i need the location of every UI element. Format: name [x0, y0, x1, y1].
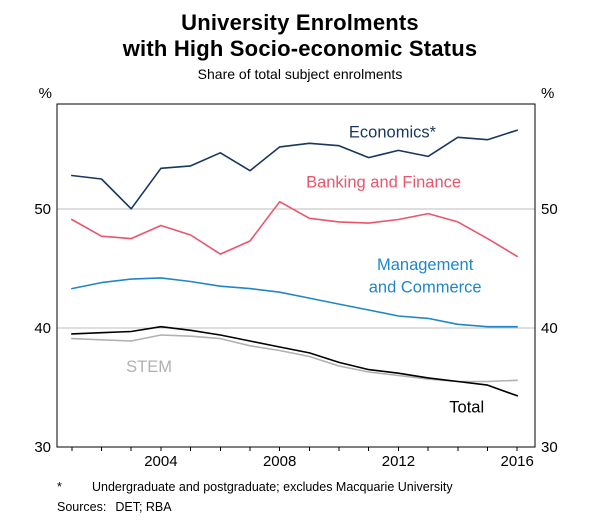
- series-line-total: [71, 325, 519, 397]
- sources-text: DET; RBA: [115, 500, 172, 514]
- sources: Sources: DET; RBA: [0, 495, 600, 515]
- series-label-banking-and-finance: Banking and Finance: [306, 174, 461, 192]
- y-tick-label-left-50: 50: [34, 201, 51, 218]
- footnote: * Undergraduate and postgraduate; exclud…: [0, 477, 600, 495]
- series-label-total: Total: [449, 399, 484, 417]
- chart-title-line1: University Enrolments: [181, 10, 419, 35]
- chart-title: University Enrolments with High Socio-ec…: [0, 0, 600, 62]
- y-tick-label-right-50: 50: [541, 201, 558, 218]
- series-label-stem: STEM: [126, 358, 172, 376]
- footnote-text: Undergraduate and postgraduate; excludes…: [92, 480, 453, 494]
- series-line-management-and-commerce: [71, 277, 519, 328]
- y-tick-label-left-40: 40: [34, 320, 51, 337]
- x-tick-label-2004: 2004: [144, 453, 177, 470]
- series-line-economics: [71, 129, 519, 210]
- sources-label: Sources:: [57, 500, 107, 514]
- y-tick-label-left-30: 30: [34, 439, 51, 456]
- series-label-and-commerce: and Commerce: [369, 278, 482, 296]
- y-tick-label-right-30: 30: [541, 439, 558, 456]
- series-line-banking-and-finance: [71, 200, 519, 258]
- plot-frame: [56, 103, 536, 448]
- chart-subtitle: Share of total subject enrolments: [197, 66, 403, 82]
- y-tick-label-right-40: 40: [541, 320, 558, 337]
- x-tick-label-2008: 2008: [263, 453, 296, 470]
- y-unit-label-right: %: [541, 85, 554, 102]
- series-label-management: Management: [377, 256, 474, 274]
- chart-title-line2: with High Socio-economic Status: [122, 36, 478, 61]
- x-tick-label-2016: 2016: [500, 453, 533, 470]
- x-tick-label-2012: 2012: [382, 453, 415, 470]
- series-label-economics: Economics*: [349, 124, 437, 142]
- footnote-marker: *: [57, 480, 62, 494]
- line-chart: % % 30 30 40 40 50 50 2004 2008 2012 2016 Economics*…: [34, 85, 558, 470]
- y-unit-label-left: %: [39, 85, 52, 102]
